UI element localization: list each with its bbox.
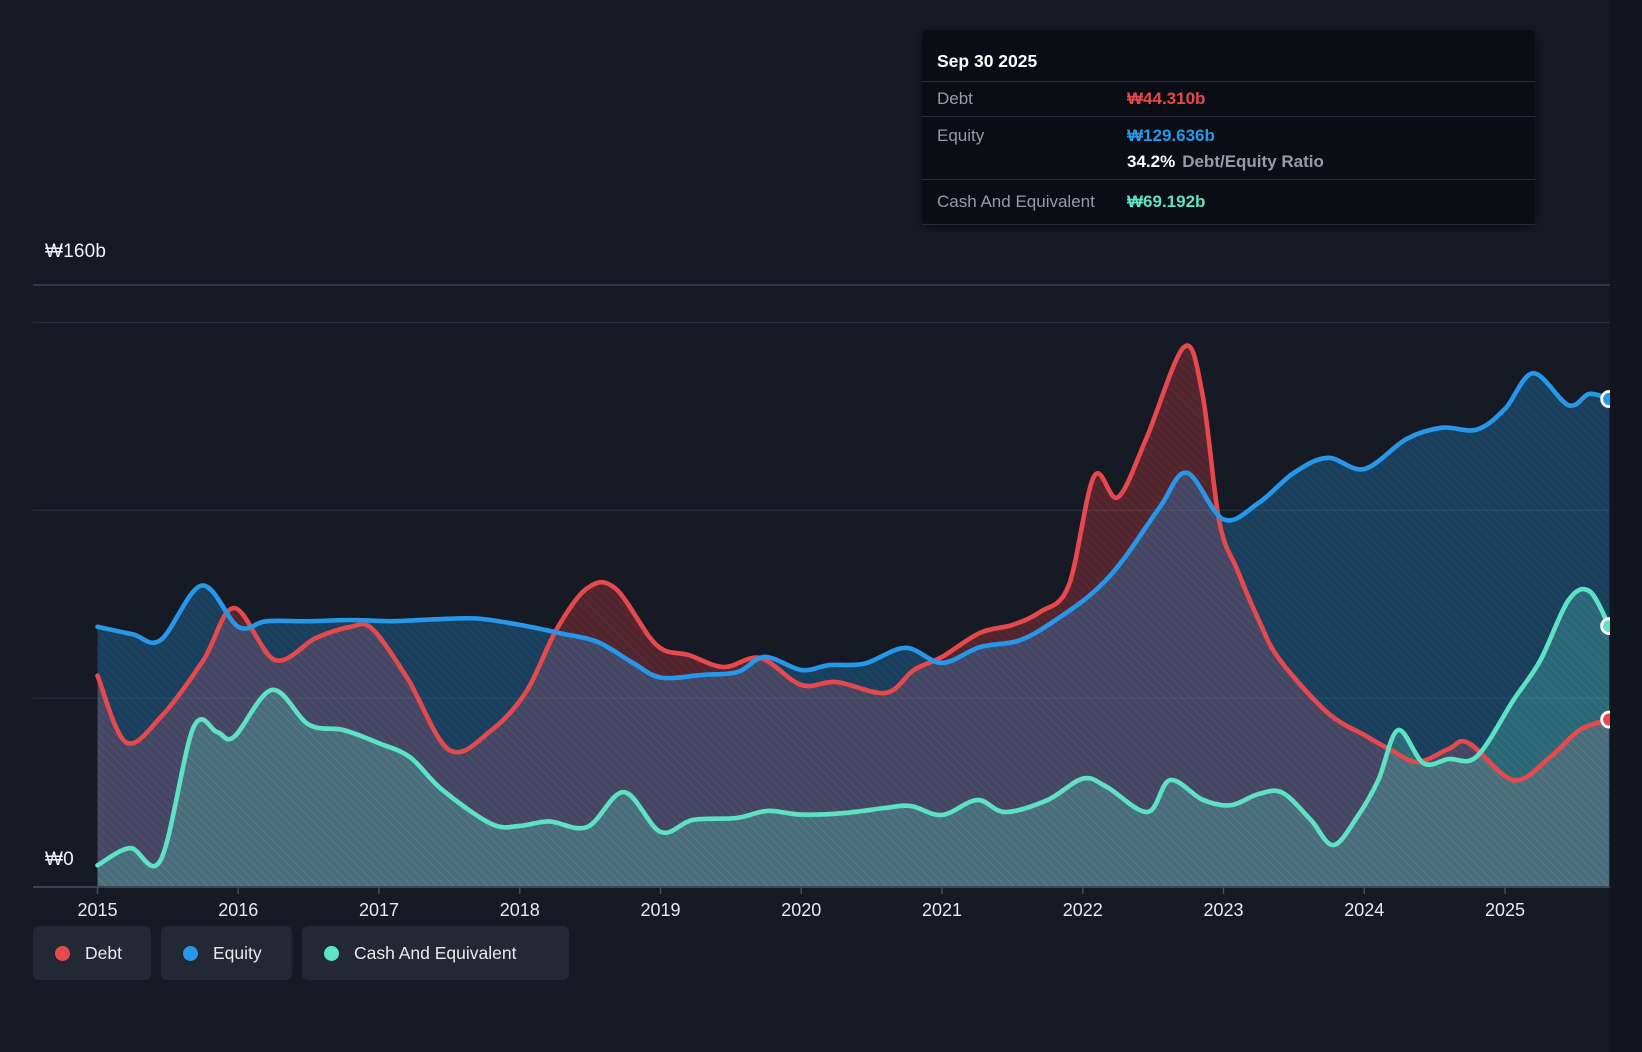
tooltip-date: Sep 30 2025	[922, 30, 1535, 82]
legend-item-debt[interactable]: Debt	[33, 926, 151, 980]
y-axis-zero-label: ₩0	[45, 849, 74, 870]
hover-tooltip: Sep 30 2025 Debt ₩44.310b Equity ₩129.63…	[922, 30, 1535, 225]
x-axis	[33, 886, 1610, 894]
x-tick-label: 2020	[781, 900, 822, 920]
end-dots	[1600, 390, 1610, 729]
tooltip-equity-value: ₩129.636b	[1127, 126, 1215, 145]
tooltip-ratio-value: 34.2%	[1127, 152, 1176, 171]
tooltip-debt-row: Debt ₩44.310b	[922, 82, 1535, 117]
x-tick-label: 2023	[1203, 900, 1244, 920]
legend-cash-label: Cash And Equivalent	[354, 942, 517, 963]
y-axis-max-label: ₩160b	[45, 241, 107, 262]
tooltip-equity-row: Equity ₩129.636b	[922, 117, 1535, 149]
tooltip-cash-value: ₩69.192b	[1127, 192, 1206, 211]
x-tick-label: 2015	[77, 900, 118, 920]
area-fills	[97, 345, 1610, 886]
tooltip-cash-row: Cash And Equivalent ₩69.192b	[922, 180, 1535, 225]
cash-legend-dot-icon	[324, 945, 339, 961]
equity-legend-dot-icon	[183, 945, 198, 961]
x-tick-label: 2022	[1062, 900, 1103, 920]
legend-equity-label: Equity	[213, 942, 262, 963]
tooltip-ratio-row: 34.2% Debt/Equity Ratio	[922, 149, 1535, 180]
right-margin	[1610, 0, 1642, 1052]
x-tick-label: 2021	[921, 900, 963, 920]
x-tick-label: 2018	[499, 900, 540, 920]
x-tick-label: 2024	[1344, 900, 1385, 920]
legend-item-equity[interactable]: Equity	[161, 926, 292, 980]
legend: Debt Equity Cash And Equivalent	[33, 926, 569, 980]
tooltip-debt-value: ₩44.310b	[1127, 89, 1206, 108]
x-tick-label: 2025	[1484, 900, 1526, 920]
debt-legend-dot-icon	[55, 945, 70, 961]
x-tick-label: 2016	[218, 900, 259, 920]
x-tick-label: 2017	[358, 900, 400, 920]
x-tick-label: 2019	[640, 900, 681, 920]
series-lines	[95, 343, 1610, 869]
legend-item-cash[interactable]: Cash And Equivalent	[302, 926, 569, 980]
legend-debt-label: Debt	[85, 942, 122, 963]
tooltip-equity-label: Equity	[937, 126, 985, 145]
tooltip-cash-label: Cash And Equivalent	[937, 192, 1095, 211]
tooltip-ratio-label: Debt/Equity Ratio	[1182, 152, 1324, 171]
tooltip-debt-label: Debt	[937, 89, 973, 108]
